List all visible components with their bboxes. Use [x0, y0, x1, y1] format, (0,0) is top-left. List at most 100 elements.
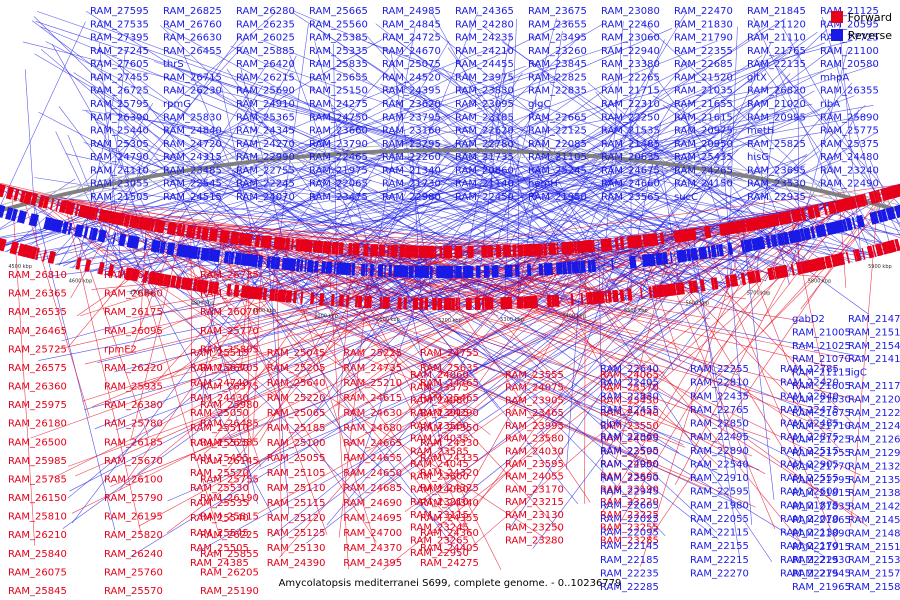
gene-label-middle: RAM_25465 [420, 393, 479, 404]
reverse-connector-line [550, 83, 818, 271]
forward-gene-arrow [123, 214, 130, 227]
gene-label-center: RAM_23560 [410, 421, 469, 432]
scale-tick-label: 4700 kbp [130, 290, 154, 296]
forward-gene-arrow [454, 246, 459, 258]
forward-gene-arrow [627, 236, 631, 249]
reverse-gene-arrow [126, 235, 131, 248]
forward-gene-arrow [331, 241, 337, 255]
forward-gene-arrow [411, 245, 414, 258]
forward-connector-line [252, 235, 264, 447]
reverse-connector-line [305, 35, 582, 305]
gene-label-middle: RAM_25100 [267, 438, 326, 449]
gene-label-top: RAM_25335 [309, 46, 368, 57]
gene-label-top: RAM_26235 [236, 19, 295, 30]
forward-connector-line [474, 215, 768, 506]
reverse-gene-arrow [690, 248, 695, 261]
gene-label-top: RAM_21520 [674, 72, 733, 83]
gene-label-far-right: RAM_21070 [792, 354, 851, 365]
forward-gene-arrow [170, 275, 175, 288]
gene-label-middle: RAM_25110 [267, 483, 326, 494]
reverse-gene-arrow [851, 217, 857, 230]
reverse-connector-line [215, 198, 846, 443]
gene-label-top: RAM_24725 [382, 33, 441, 44]
forward-gene-arrow [457, 246, 462, 258]
gene-label-top: RAM_25560 [309, 19, 368, 30]
gene-label-top: RAM_22470 [674, 6, 733, 17]
forward-connector-line [449, 229, 685, 542]
gene-label-right: RAM_22540 [690, 459, 749, 470]
forward-gene-arrow [423, 245, 426, 258]
gene-label-far-right: RAM_21630 [792, 394, 851, 405]
forward-gene-arrow [824, 256, 830, 269]
gene-label-right: RAM_22475 [780, 405, 839, 416]
gene-label-center: RAM_23600 [410, 472, 469, 483]
reverse-connector-line [0, 21, 86, 208]
gene-label-middle: RAM_24650 [343, 468, 402, 479]
gene-label-top: RAM_22685 [674, 59, 733, 70]
forward-connector-line [651, 233, 797, 471]
reverse-gene-arrow [508, 264, 513, 277]
reverse-gene-arrow [683, 249, 688, 262]
gene-label-top: RAM_23080 [601, 6, 660, 17]
forward-gene-arrow [890, 186, 897, 199]
forward-gene-arrow [874, 190, 880, 203]
gene-label-center: RAM_22950 [410, 548, 469, 559]
forward-gene-arrow [395, 245, 398, 258]
reverse-connector-line [203, 111, 785, 293]
gene-label-top: RAM_27245 [90, 46, 149, 57]
gene-label-top: RAM_22940 [601, 46, 660, 57]
gene-label-top: RAM_22835 [528, 86, 587, 97]
gene-label-left: RAM_26210 [8, 530, 67, 541]
gene-label-left: RAM_26100 [104, 475, 163, 486]
reverse-connector-line [418, 245, 584, 368]
forward-gene-arrow [75, 257, 82, 270]
gene-label-left: RAM_25770 [200, 326, 259, 337]
reverse-connector-line [775, 67, 900, 206]
gene-label-top: RAM_24750 [309, 112, 368, 123]
reverse-gene-arrow [487, 265, 490, 278]
forward-gene-arrow [896, 184, 900, 197]
forward-gene-arrow [400, 245, 406, 258]
forward-gene-arrow [175, 276, 182, 289]
forward-gene-arrow [731, 274, 739, 287]
reverse-gene-arrow [260, 255, 264, 268]
forward-gene-arrow [202, 280, 208, 293]
gene-label-top: RAM_26760 [163, 19, 222, 30]
forward-gene-arrow [300, 291, 304, 304]
reverse-gene-arrow [213, 249, 218, 262]
gene-label-right: RAM_22875 [780, 432, 839, 443]
gene-label-middle: RAM_24290 [420, 408, 479, 419]
gene-label-far-right: RAM_21795 [792, 475, 851, 486]
gene-label-middle: RAM_25055 [267, 453, 326, 464]
forward-gene-arrow [656, 285, 663, 298]
forward-gene-arrow [244, 285, 249, 299]
forward-gene-arrow [874, 243, 883, 257]
forward-gene-arrow [42, 249, 47, 262]
forward-gene-arrow [547, 295, 551, 308]
gene-label-top: RAM_23620 [382, 99, 441, 110]
forward-gene-arrow [497, 245, 502, 258]
forward-gene-arrow [838, 199, 844, 212]
reverse-gene-arrow [120, 233, 127, 247]
forward-gene-arrow [481, 245, 486, 258]
gene-label-top: RAM_23475 [309, 192, 368, 203]
forward-gene-arrow [354, 295, 359, 308]
gene-label-top: RAM_21140 [455, 179, 514, 190]
forward-gene-arrow [881, 241, 889, 255]
gene-label-middle: RAM_24390 [267, 558, 326, 569]
gene-label-top: RAM_26715 [163, 72, 222, 83]
reverse-gene-arrow [191, 246, 197, 259]
gene-label-top: RAM_26025 [236, 33, 295, 44]
forward-gene-arrow [866, 245, 875, 259]
reverse-connector-line [189, 225, 258, 504]
reverse-gene-arrow [766, 235, 772, 248]
forward-gene-arrow [419, 297, 424, 310]
forward-gene-arrow [837, 252, 846, 266]
gene-label-middle: RAM_25120 [267, 513, 326, 524]
forward-gene-arrow [785, 211, 790, 224]
gene-label-far-right: RAM_21755 [792, 448, 851, 459]
forward-gene-arrow [79, 204, 84, 217]
scale-tick-label: 5900 kbp [868, 264, 892, 270]
gene-label-top: RAM_21105 [528, 152, 587, 163]
forward-gene-arrow [772, 267, 777, 280]
